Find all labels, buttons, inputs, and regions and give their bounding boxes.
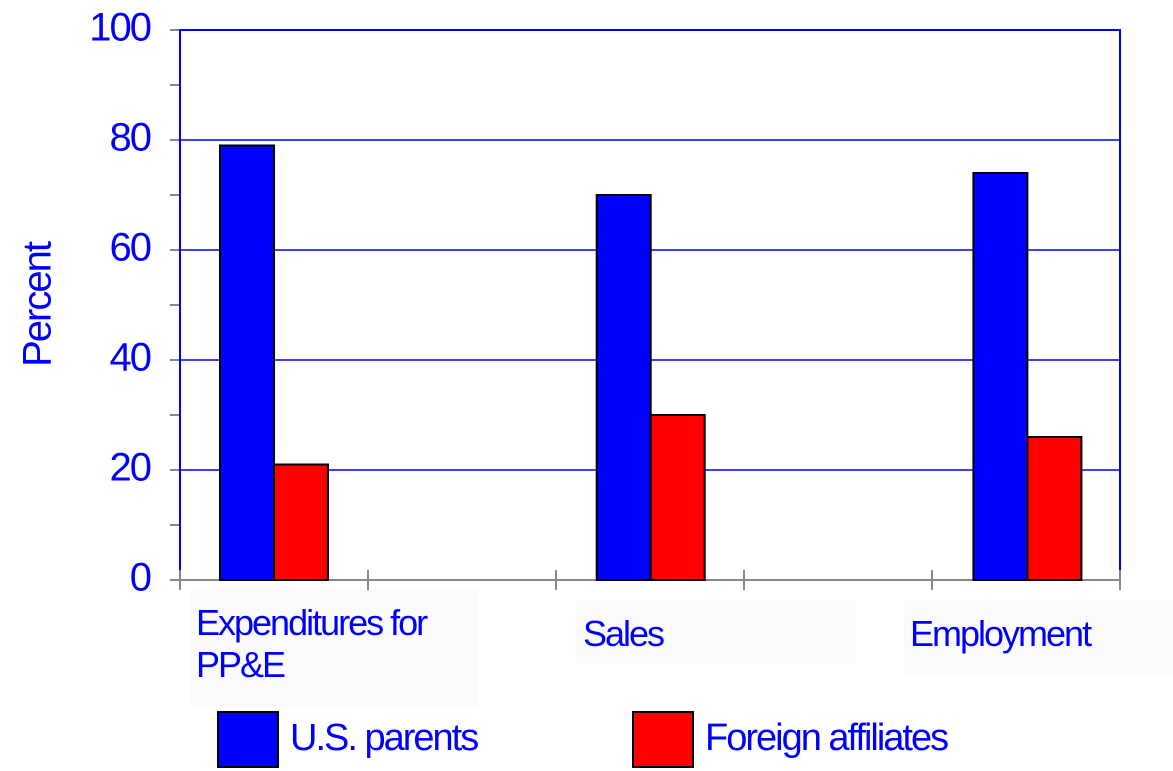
y-tick-label: 80 xyxy=(110,116,151,160)
legend-swatch xyxy=(217,711,279,768)
y-tick-label: 40 xyxy=(110,336,151,380)
x-tick-label: Expenditures for PP&E xyxy=(190,590,478,706)
x-tick-label: Employment xyxy=(904,601,1173,677)
bar xyxy=(219,144,275,581)
bar xyxy=(649,414,706,581)
y-axis-label: Percent xyxy=(16,241,60,367)
bar xyxy=(595,194,652,581)
x-tick-label: Sales xyxy=(577,601,857,665)
bar xyxy=(273,463,329,581)
y-tick-label: 20 xyxy=(110,446,151,490)
legend-label: U.S. parents xyxy=(290,717,478,759)
bar xyxy=(972,172,1029,581)
y-tick-label: 60 xyxy=(110,226,151,270)
bar xyxy=(1026,436,1083,581)
y-tick-label: 100 xyxy=(89,6,150,50)
y-tick-label: 0 xyxy=(130,556,151,600)
legend-swatch xyxy=(632,711,694,768)
legend-label: Foreign affiliates xyxy=(705,717,948,759)
